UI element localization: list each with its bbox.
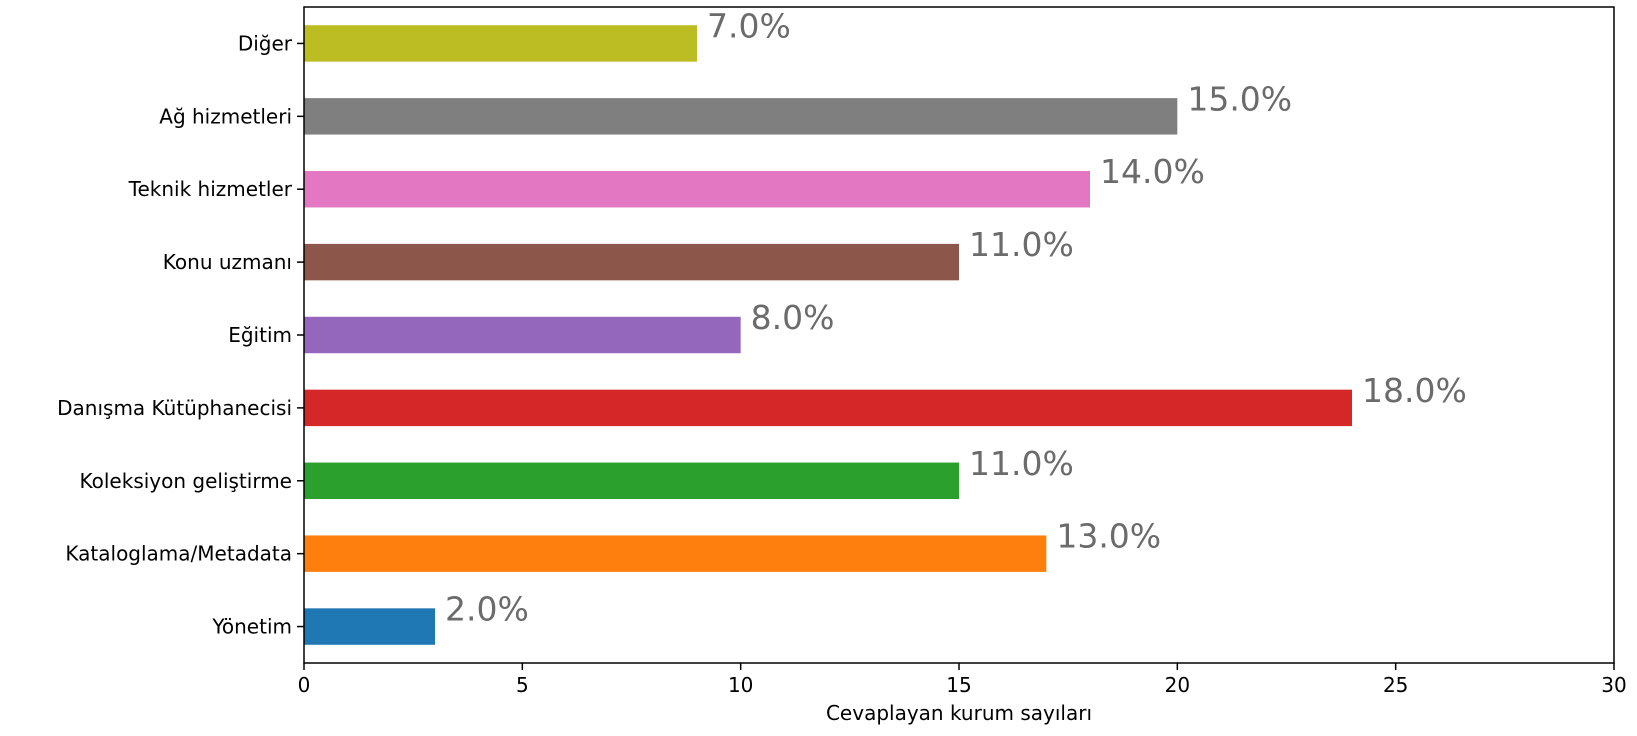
x-tick-label: 15 bbox=[946, 673, 971, 697]
bar bbox=[304, 171, 1090, 208]
y-tick-label: Konu uzmanı bbox=[163, 250, 292, 274]
bar-data-label: 11.0% bbox=[969, 225, 1074, 264]
bar-data-label: 7.0% bbox=[707, 6, 791, 45]
bar bbox=[304, 608, 435, 645]
y-tick-label: Diğer bbox=[238, 31, 293, 55]
x-axis: 0 5 10 15 20 25 30 bbox=[298, 663, 1627, 697]
x-axis-title: Cevaplayan kurum sayıları bbox=[826, 701, 1092, 725]
bar-data-label: 2.0% bbox=[445, 590, 529, 629]
x-tick-label: 25 bbox=[1383, 673, 1408, 697]
bar-data-label: 13.0% bbox=[1056, 517, 1161, 556]
y-tick-label: Kataloglama/Metadata bbox=[65, 542, 292, 566]
x-tick-label: 5 bbox=[516, 673, 529, 697]
bar-data-label: 11.0% bbox=[969, 444, 1074, 483]
bar-data-label: 8.0% bbox=[751, 298, 835, 337]
bar-data-label: 18.0% bbox=[1362, 371, 1467, 410]
bar bbox=[304, 98, 1178, 135]
y-tick-label: Eğitim bbox=[228, 323, 292, 347]
bar-data-label: 15.0% bbox=[1187, 79, 1292, 118]
x-tick-label: 10 bbox=[728, 673, 753, 697]
y-axis: Yönetim Kataloglama/Metadata Koleksiyon ge… bbox=[57, 31, 304, 639]
bar bbox=[304, 316, 741, 354]
bar bbox=[304, 389, 1352, 427]
bar bbox=[304, 462, 959, 499]
y-tick-label: Danışma Kütüphanecisi bbox=[57, 396, 292, 420]
bar bbox=[304, 243, 959, 281]
bar bbox=[304, 535, 1047, 572]
y-tick-label: Ağ hizmetleri bbox=[159, 104, 292, 128]
bar bbox=[304, 25, 697, 62]
y-tick-label: Koleksiyon geliştirme bbox=[80, 469, 292, 493]
data-labels-group: 2.0% 13.0% 11.0% 18.0% 8.0% 11.0% 14.0% 15.0% 7.… bbox=[445, 6, 1467, 628]
x-tick-label: 0 bbox=[298, 673, 311, 697]
x-tick-label: 30 bbox=[1601, 673, 1626, 697]
y-tick-label: Teknik hizmetler bbox=[128, 177, 293, 201]
y-tick-label: Yönetim bbox=[211, 615, 292, 639]
x-tick-label: 20 bbox=[1165, 673, 1190, 697]
bar-data-label: 14.0% bbox=[1100, 152, 1205, 191]
bars-group bbox=[304, 25, 1352, 645]
